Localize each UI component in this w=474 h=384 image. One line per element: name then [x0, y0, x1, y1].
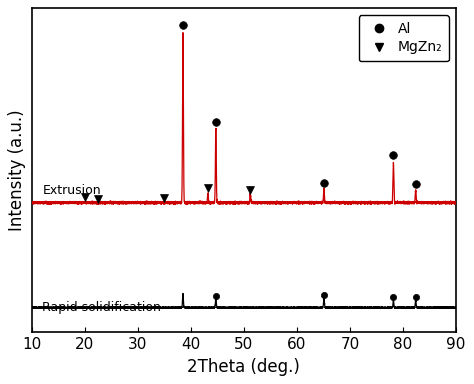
- Legend: Al, MgZn₂: Al, MgZn₂: [358, 15, 449, 61]
- X-axis label: 2Theta (deg.): 2Theta (deg.): [188, 358, 301, 376]
- Y-axis label: Intensity (a.u.): Intensity (a.u.): [9, 109, 27, 231]
- Text: Extrusion: Extrusion: [43, 184, 101, 197]
- Text: Rapid solidification: Rapid solidification: [43, 301, 161, 314]
